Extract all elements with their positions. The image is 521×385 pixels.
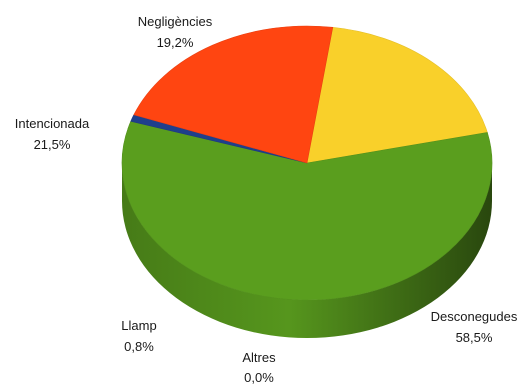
slice-value-llamp: 0,8% — [124, 339, 154, 354]
slice-name-desconegudes: Desconegudes — [431, 309, 518, 324]
slice-negligencies — [306, 27, 488, 164]
slice-desconegudes — [121, 120, 493, 301]
slice-label-desconegudes: Desconegudes 58,5% — [431, 309, 518, 345]
pie-sides — [122, 163, 492, 338]
slice-value-intencionada: 21,5% — [34, 137, 71, 152]
slice-name-altres: Altres — [242, 350, 276, 365]
slice-name-intencionada: Intencionada — [15, 116, 90, 131]
slice-name-negligencies: Negligències — [138, 14, 213, 29]
slice-value-negligencies: 19,2% — [157, 35, 194, 50]
slice-name-llamp: Llamp — [121, 318, 156, 333]
slice-label-altres: Altres 0,0% — [242, 350, 276, 385]
pie-slices — [121, 25, 493, 301]
slice-side-desconegudes — [122, 163, 492, 338]
slice-value-altres: 0,0% — [244, 370, 274, 385]
slice-label-llamp: Llamp 0,8% — [121, 318, 156, 354]
slice-label-negligencies: Negligències 19,2% — [138, 14, 213, 50]
slice-label-intencionada: Intencionada 21,5% — [15, 116, 90, 152]
slice-intencionada — [133, 25, 334, 164]
slice-value-desconegudes: 58,5% — [456, 330, 493, 345]
